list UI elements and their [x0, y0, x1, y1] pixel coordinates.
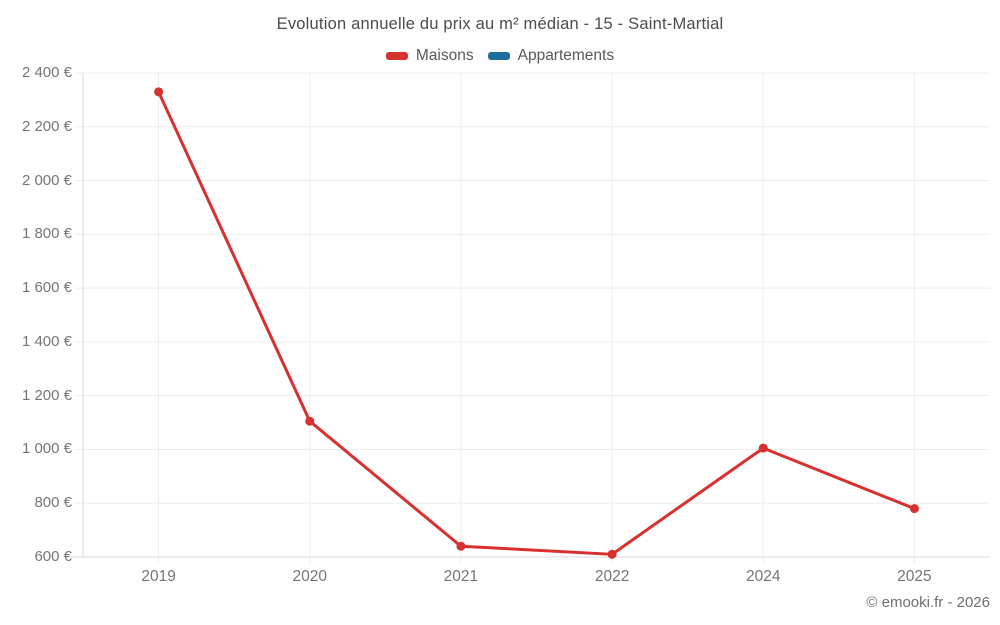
copyright: © emooki.fr - 2026	[866, 594, 990, 611]
legend-item-maisons[interactable]: Maisons	[385, 47, 474, 65]
appartements-series-swatch	[487, 52, 510, 60]
chart-title: Evolution annuelle du prix au m² médian …	[276, 15, 724, 33]
maisons-series-swatch	[385, 52, 408, 60]
legend: Maisons Appartements	[0, 45, 1000, 67]
appartements-legend-label: Appartements	[517, 47, 615, 64]
maisons-legend-label: Maisons	[415, 47, 474, 64]
legend-item-appartements[interactable]: Appartements	[487, 47, 615, 65]
